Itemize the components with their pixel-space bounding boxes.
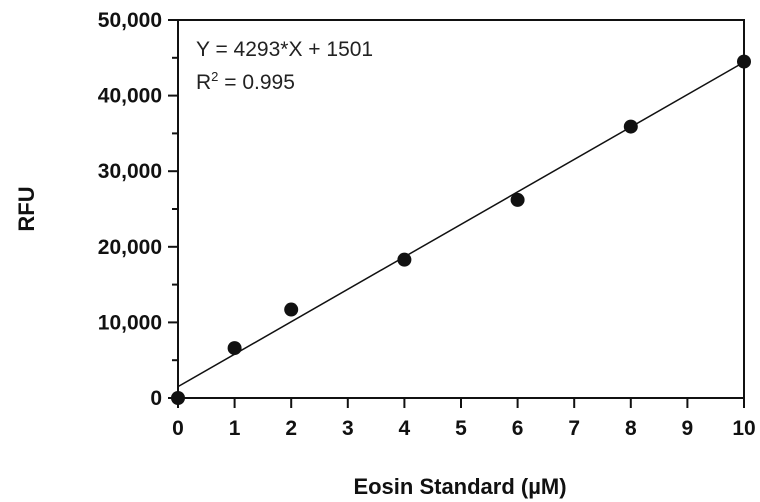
fit-line — [177, 61, 745, 388]
fit-line-group — [177, 61, 745, 388]
y-tick-label: 30,000 — [98, 160, 162, 183]
data-point — [171, 391, 185, 405]
x-tick-label: 7 — [568, 417, 580, 440]
x-tick-label: 10 — [732, 417, 755, 440]
y-tick-label: 40,000 — [98, 85, 162, 108]
x-tick-label: 8 — [625, 417, 637, 440]
y-tick-label: 10,000 — [98, 311, 162, 334]
x-tick-label: 6 — [512, 417, 524, 440]
x-tick-label: 9 — [682, 417, 694, 440]
x-tick-label: 1 — [229, 417, 241, 440]
x-tick-label: 3 — [342, 417, 354, 440]
x-tick-label: 5 — [455, 417, 467, 440]
r-squared-label: R2 = 0.995 — [196, 69, 295, 94]
x-tick-label: 0 — [172, 417, 184, 440]
y-tick-label: 0 — [150, 387, 162, 410]
x-tick-label: 2 — [285, 417, 297, 440]
ticks: 0 10,000 20,000 30,000 40,000 50,000 0 1 2 3 4 5 6 7 8… — [98, 9, 756, 440]
y-axis-title: RFU — [14, 186, 39, 231]
data-points — [171, 54, 751, 405]
data-point — [397, 252, 412, 267]
data-point — [227, 341, 242, 356]
x-tick-label: 4 — [399, 417, 411, 440]
equation-label: Y = 4293*X + 1501 — [196, 38, 373, 61]
data-point — [623, 119, 638, 134]
data-point — [284, 302, 299, 317]
x-axis-title: Eosin Standard (µM) — [353, 474, 566, 499]
data-point — [737, 54, 751, 69]
y-tick-label: 20,000 — [98, 236, 162, 259]
data-point — [510, 192, 525, 207]
y-tick-label: 50,000 — [98, 9, 162, 32]
